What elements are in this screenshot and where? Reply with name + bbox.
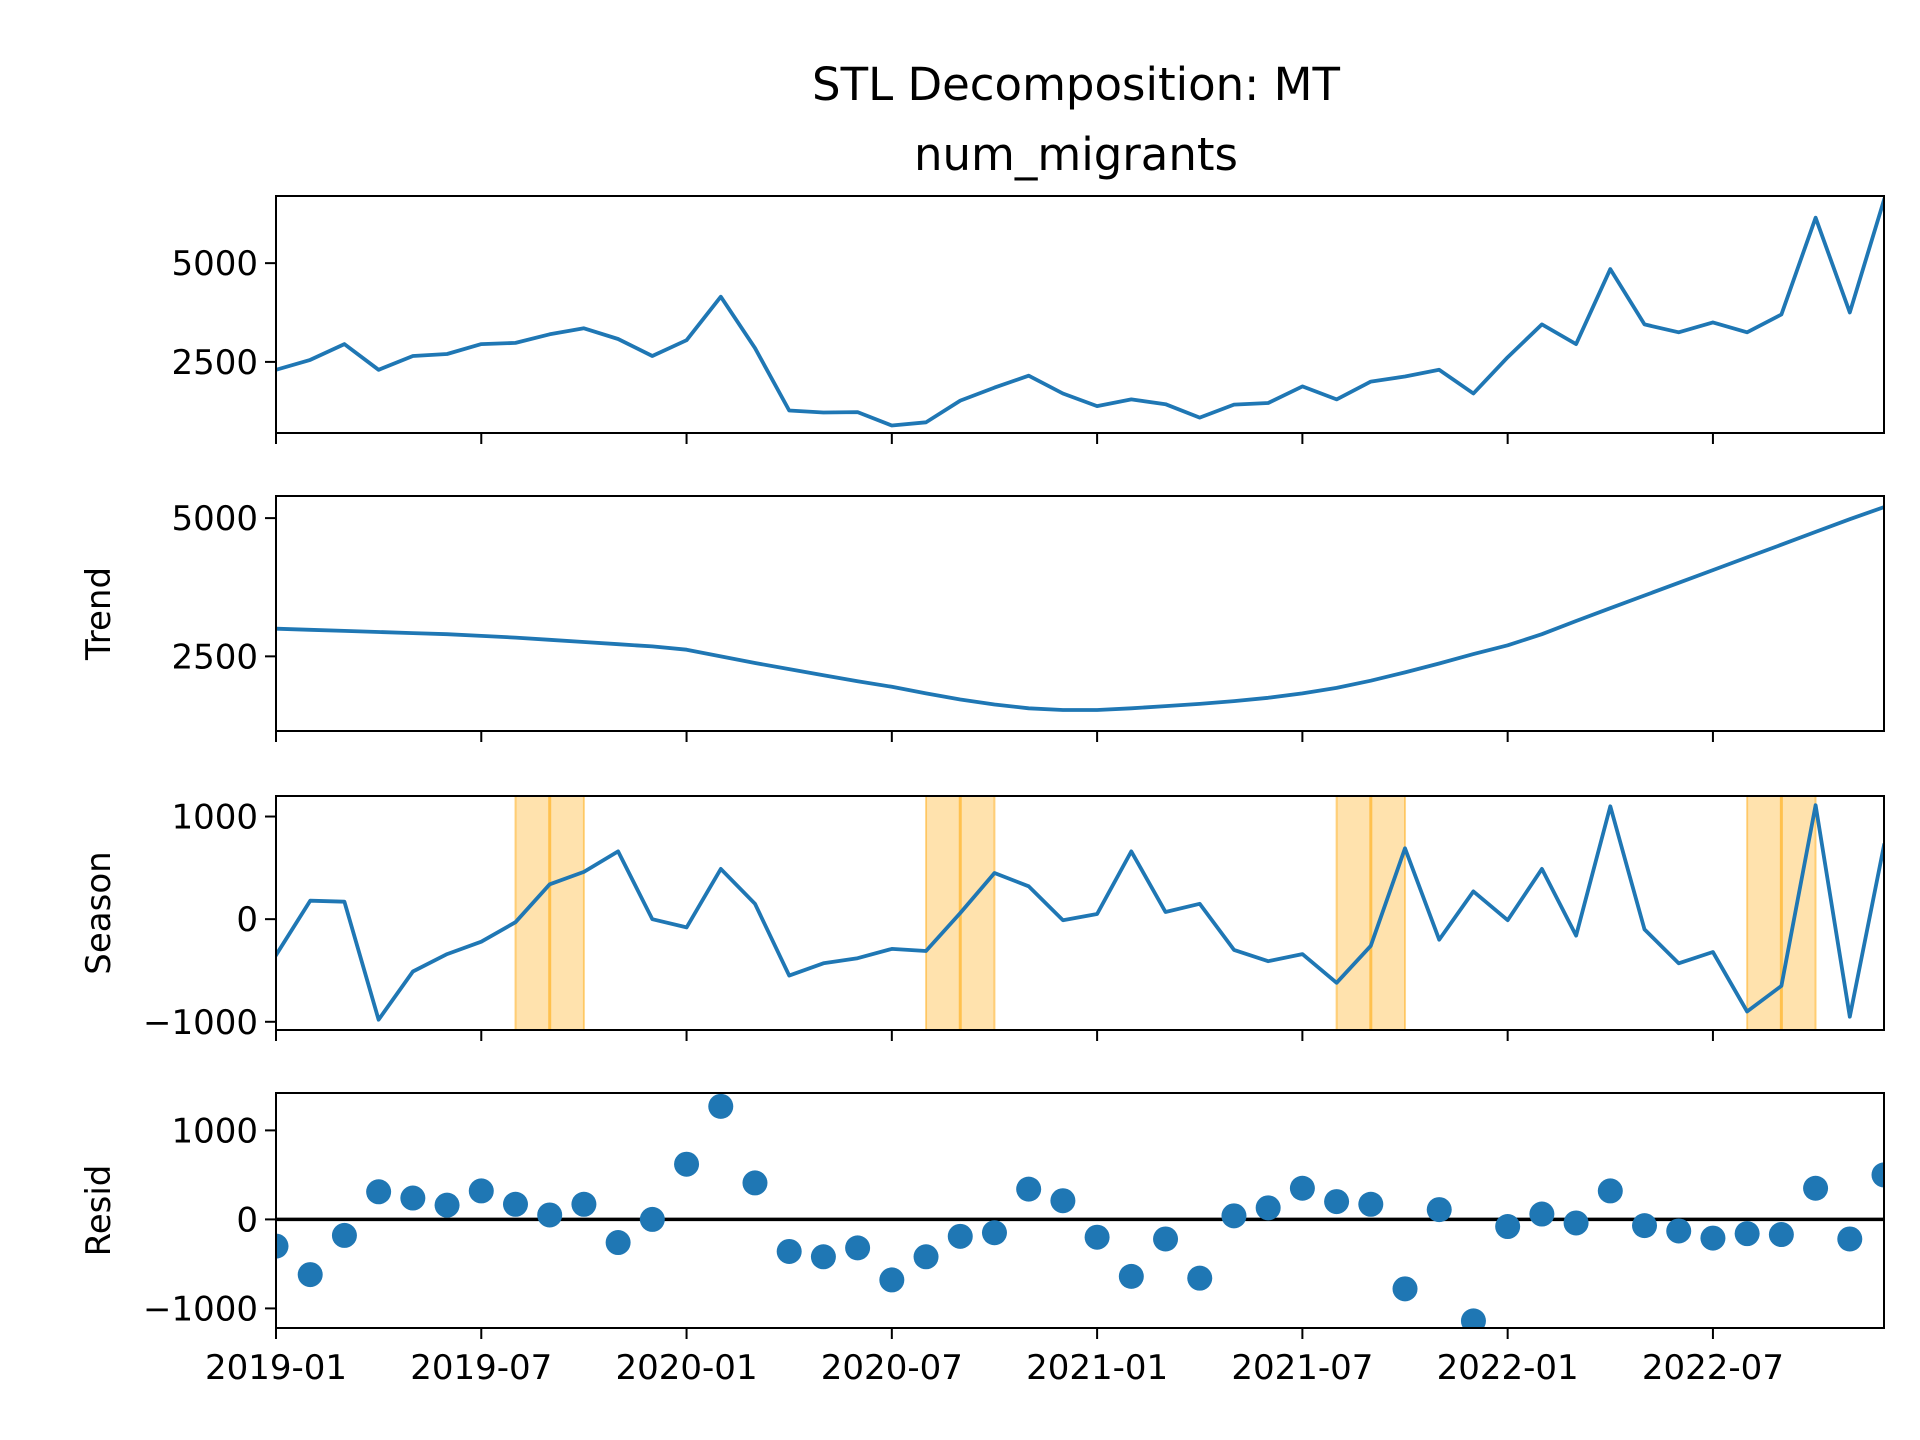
y-tick-label: 5000 bbox=[171, 244, 258, 284]
resid-point bbox=[1597, 1178, 1623, 1204]
y-axis-label: Season bbox=[79, 851, 119, 974]
resid-point bbox=[366, 1179, 392, 1205]
resid-point bbox=[1084, 1224, 1110, 1250]
observed-series-line bbox=[276, 197, 1884, 428]
resid-point bbox=[1495, 1214, 1521, 1240]
panel-frame bbox=[275, 1092, 1885, 1329]
season-series-line bbox=[276, 803, 1884, 1022]
resid-point bbox=[502, 1191, 528, 1217]
resid-point bbox=[742, 1170, 768, 1196]
resid-point bbox=[708, 1093, 734, 1119]
plot-area-trend bbox=[276, 505, 1884, 712]
resid-point bbox=[947, 1223, 973, 1249]
x-tick-label: 2019-07 bbox=[410, 1348, 552, 1388]
resid-point bbox=[1563, 1210, 1589, 1236]
x-tick-label: 2022-07 bbox=[1642, 1348, 1784, 1388]
resid-point bbox=[1529, 1201, 1555, 1227]
resid-point bbox=[331, 1222, 357, 1248]
resid-point bbox=[1118, 1263, 1144, 1289]
resid-point bbox=[1221, 1203, 1247, 1229]
resid-point bbox=[1700, 1225, 1726, 1251]
resid-point bbox=[1324, 1189, 1350, 1215]
resid-point bbox=[605, 1230, 631, 1256]
resid-point bbox=[879, 1267, 905, 1293]
y-tick-label: 5000 bbox=[171, 499, 258, 539]
y-axis-label: Trend bbox=[79, 567, 119, 661]
resid-point bbox=[1666, 1218, 1692, 1244]
resid-point bbox=[1837, 1226, 1863, 1252]
resid-point bbox=[1803, 1175, 1829, 1201]
resid-point bbox=[1255, 1195, 1281, 1221]
resid-point bbox=[981, 1220, 1007, 1246]
resid-point bbox=[1768, 1222, 1794, 1248]
resid-point bbox=[674, 1151, 700, 1177]
resid-point bbox=[1187, 1265, 1213, 1291]
panel-observed: 2500 5000 bbox=[171, 195, 1885, 444]
x-tick-label: 2019-01 bbox=[205, 1348, 347, 1388]
panel-frame bbox=[275, 795, 1885, 1031]
resid-point bbox=[1426, 1197, 1452, 1223]
y-tick-label: 2500 bbox=[171, 637, 258, 677]
chart-title: STL Decomposition: MT bbox=[812, 58, 1340, 111]
resid-point bbox=[1392, 1276, 1418, 1302]
x-tick-label: 2021-01 bbox=[1026, 1348, 1168, 1388]
resid-point bbox=[1050, 1188, 1076, 1214]
resid-point bbox=[276, 1233, 289, 1259]
x-tick-label: 2021-07 bbox=[1231, 1348, 1373, 1388]
trend-series-line bbox=[276, 505, 1884, 712]
x-tick-label: 2020-07 bbox=[821, 1348, 963, 1388]
resid-point bbox=[1460, 1308, 1486, 1328]
y-tick-label: 2500 bbox=[171, 343, 258, 383]
y-tick-label: 1000 bbox=[171, 1111, 258, 1151]
resid-point bbox=[1289, 1175, 1315, 1201]
plot-area-observed bbox=[276, 197, 1884, 428]
resid-point bbox=[434, 1192, 460, 1218]
plot-area-resid bbox=[276, 1093, 1884, 1328]
panels-group: 2500500025005000Trend−100001000Season−10… bbox=[79, 195, 1885, 1388]
resid-point bbox=[537, 1202, 563, 1228]
resid-point bbox=[1153, 1226, 1179, 1252]
plot-area-season bbox=[276, 796, 1884, 1030]
y-tick-label: 0 bbox=[236, 1200, 258, 1240]
resid-point bbox=[845, 1235, 871, 1261]
resid-point bbox=[400, 1185, 426, 1211]
resid-point bbox=[1358, 1191, 1384, 1217]
panel-season: −1000 0 1000 Season bbox=[79, 795, 1885, 1043]
resid-point bbox=[810, 1244, 836, 1270]
resid-point bbox=[468, 1178, 494, 1204]
resid-point bbox=[1734, 1221, 1760, 1247]
y-tick-label: 0 bbox=[236, 900, 258, 940]
resid-point bbox=[1871, 1162, 1884, 1188]
x-tick-label: 2022-01 bbox=[1437, 1348, 1579, 1388]
y-tick-label: −1000 bbox=[143, 1003, 258, 1043]
resid-point bbox=[776, 1238, 802, 1264]
panel-frame bbox=[275, 195, 1885, 434]
panel-frame bbox=[275, 495, 1885, 732]
resid-point bbox=[639, 1206, 665, 1232]
y-axis-label: Resid bbox=[79, 1165, 119, 1257]
y-tick-label: −1000 bbox=[143, 1289, 258, 1329]
panel-trend: 2500 5000 Trend bbox=[79, 495, 1885, 742]
resid-point bbox=[913, 1244, 939, 1270]
resid-point bbox=[1632, 1213, 1658, 1239]
resid-point bbox=[297, 1262, 323, 1288]
panel-resid: −1000 0 1000 Resid 2019-01 2019-07 2020-01 2020… bbox=[79, 1092, 1885, 1388]
resid-point bbox=[1016, 1176, 1042, 1202]
x-tick-label: 2020-01 bbox=[616, 1348, 758, 1388]
chart-subtitle: num_migrants bbox=[914, 128, 1238, 181]
resid-point bbox=[571, 1191, 597, 1217]
y-tick-label: 1000 bbox=[171, 798, 258, 838]
